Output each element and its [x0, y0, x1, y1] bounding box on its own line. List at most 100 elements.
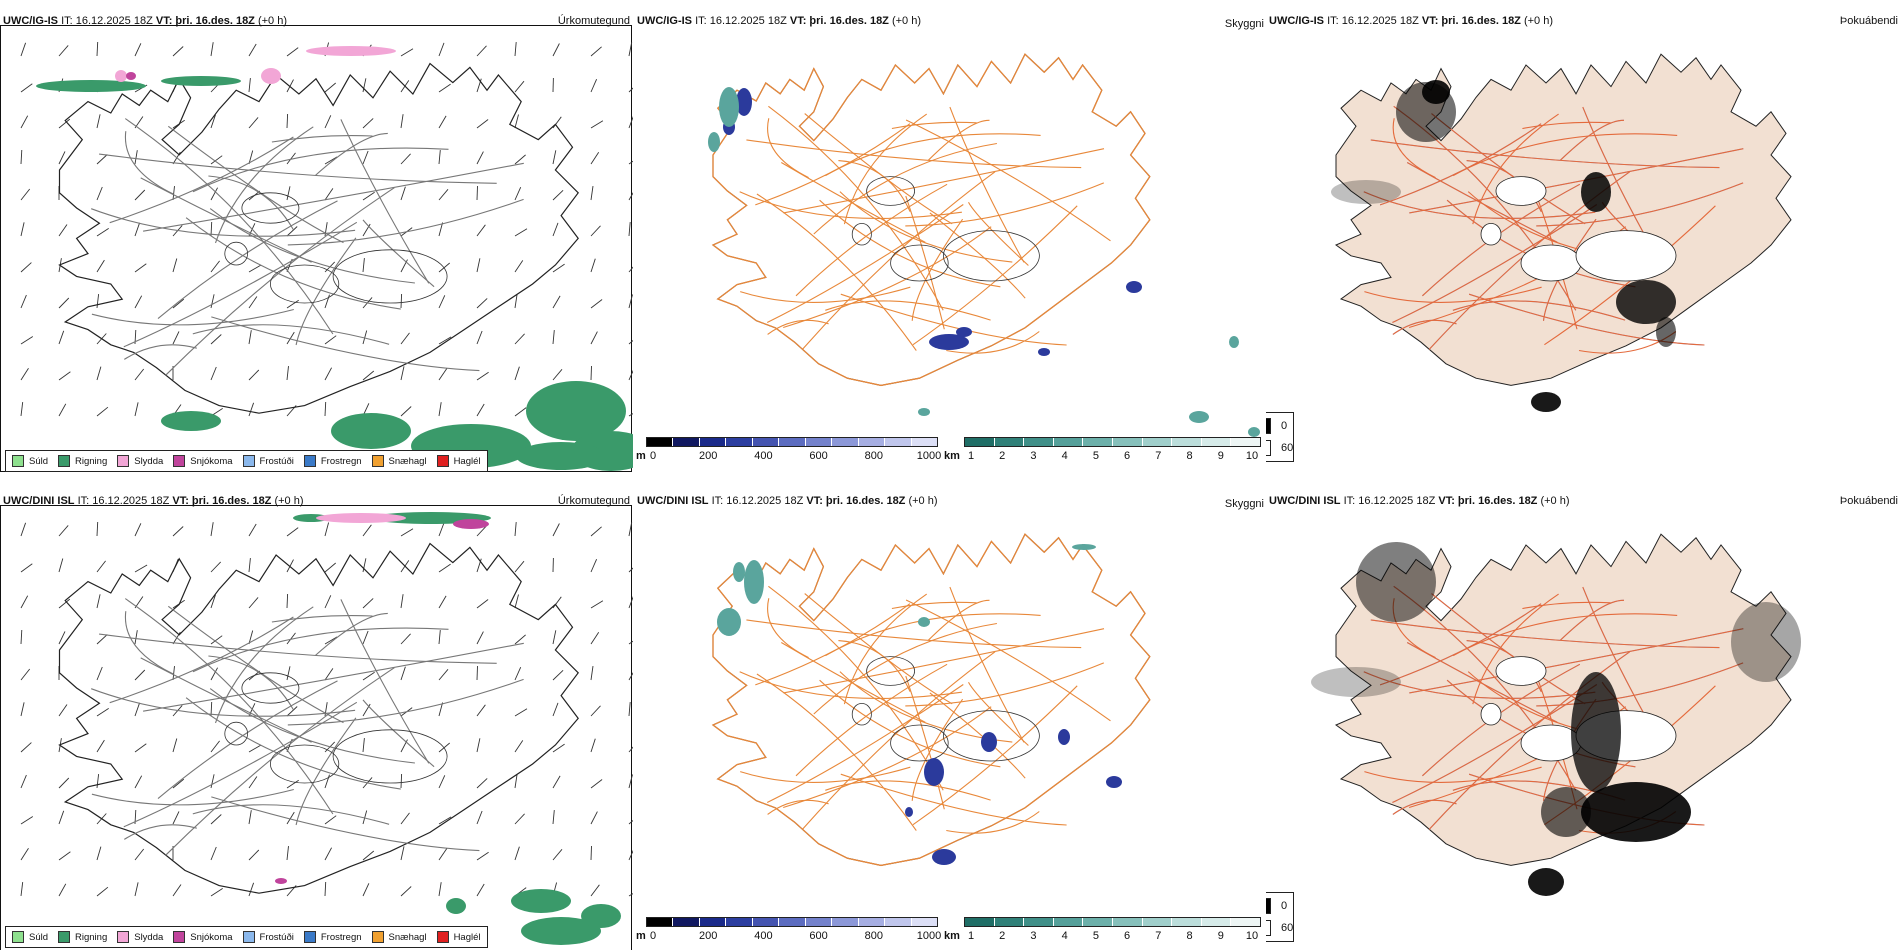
- road-line: [1452, 300, 1626, 321]
- rain-area: [161, 76, 241, 86]
- wind-barb: [210, 701, 213, 717]
- river-line: [91, 208, 356, 237]
- wind-barb: [286, 779, 299, 789]
- wind-barb: [476, 258, 481, 273]
- wind-barb: [134, 295, 143, 309]
- wind-barb: [286, 593, 289, 609]
- wind-barb: [134, 743, 147, 753]
- wind-barb: [58, 598, 71, 609]
- river-line: [124, 344, 197, 360]
- wind-barb: [20, 563, 33, 573]
- wind-barb: [400, 739, 408, 753]
- road-line: [1560, 599, 1625, 641]
- road-line: [783, 226, 992, 329]
- panel-product-label: Skyggni: [1224, 498, 1264, 510]
- rain-area: [161, 411, 221, 431]
- colorbar-tick-label: 8: [1186, 450, 1193, 462]
- low-visibility-area: [1058, 729, 1070, 745]
- wind-barb: [210, 294, 215, 309]
- road-line: [911, 698, 964, 801]
- colorbar-tick-label: 200: [699, 930, 718, 942]
- road-line: [804, 593, 953, 705]
- wind-barb: [172, 186, 175, 201]
- wind-barb: [552, 702, 559, 717]
- wind-barb: [438, 775, 446, 789]
- wind-barb: [514, 774, 518, 789]
- wind-barb: [20, 222, 25, 237]
- colorbar-segment: [752, 438, 780, 446]
- colorbar-segment: [1112, 918, 1143, 926]
- visibility-colorbar: [964, 437, 1261, 447]
- rain-area: [331, 413, 411, 449]
- road-line: [746, 139, 1082, 169]
- wind-barb: [210, 667, 218, 681]
- wind-barb: [628, 672, 633, 681]
- wind-barb: [20, 629, 23, 645]
- wind-barb: [96, 114, 101, 129]
- road-line: [1522, 121, 1611, 130]
- road-line: [756, 673, 917, 831]
- river-line: [209, 688, 415, 764]
- wind-barb: [628, 413, 633, 417]
- wind-barb: [590, 186, 594, 201]
- wind-barb: [324, 188, 334, 201]
- wind-barb: [286, 331, 295, 345]
- fog-area: [1581, 172, 1611, 212]
- wind-barb: [210, 561, 222, 573]
- fog-legend-item: 0: [1266, 898, 1287, 914]
- wind-barb: [476, 330, 483, 345]
- river-line: [287, 198, 524, 246]
- wind-barb: [514, 80, 525, 93]
- fog-legend-item: 60: [1266, 920, 1293, 936]
- wind-barb: [590, 738, 596, 753]
- wind-barb: [628, 522, 633, 537]
- init-time: IT: 16.12.2025 18Z: [77, 495, 170, 507]
- wind-barb: [58, 810, 65, 825]
- river-line: [295, 717, 357, 826]
- wind-barb: [96, 259, 105, 273]
- wind-barb: [590, 331, 598, 345]
- legend-label: Snæhagl: [388, 931, 427, 943]
- river-line: [314, 132, 388, 176]
- colorbar-segment: [1053, 438, 1084, 446]
- wind-barb: [324, 562, 336, 573]
- glacier-outline: [269, 264, 340, 304]
- road-line: [905, 182, 1105, 227]
- wind-barb: [438, 882, 442, 897]
- wind-barb: [476, 599, 489, 609]
- road-line: [825, 300, 991, 321]
- wind-barb: [438, 669, 449, 681]
- wind-barb: [210, 260, 220, 273]
- valid-time: þri. 16.des. 18Z: [175, 15, 255, 27]
- road-line: [1363, 191, 1596, 219]
- river-line: [99, 633, 497, 664]
- wind-barb: [514, 333, 525, 345]
- legend-label: Slydda: [134, 931, 164, 943]
- valid-time-label: VT:: [172, 495, 189, 507]
- wind-barb: [476, 151, 484, 165]
- visibility-area: [1189, 411, 1209, 423]
- wind-barb: [628, 819, 633, 825]
- wind-barb: [248, 630, 254, 645]
- wind-barb: [400, 48, 414, 57]
- colorbar-tick-label: 8: [1186, 930, 1193, 942]
- wind-barb: [552, 43, 560, 57]
- river-line: [91, 688, 356, 717]
- road-line: [768, 105, 944, 311]
- legend-label: Haglél: [453, 931, 481, 943]
- valid-time-label: VT:: [1421, 15, 1439, 27]
- road-line: [905, 119, 1111, 242]
- visibility-colorbar: [964, 917, 1261, 927]
- wind-barb: [172, 738, 178, 753]
- wind-barb: [210, 366, 217, 381]
- road-line: [1364, 286, 1542, 303]
- colorbar-segment: [1172, 438, 1202, 446]
- colorbar-segment: [1231, 918, 1260, 926]
- sleet-area: [261, 68, 281, 84]
- glacier-area: [1495, 176, 1547, 206]
- fog-legend-label: 60: [1281, 922, 1294, 934]
- colorbar-segment: [1172, 918, 1202, 926]
- road-line: [825, 133, 1041, 177]
- road-line: [1392, 118, 1436, 179]
- colorbar-segment: [647, 438, 674, 446]
